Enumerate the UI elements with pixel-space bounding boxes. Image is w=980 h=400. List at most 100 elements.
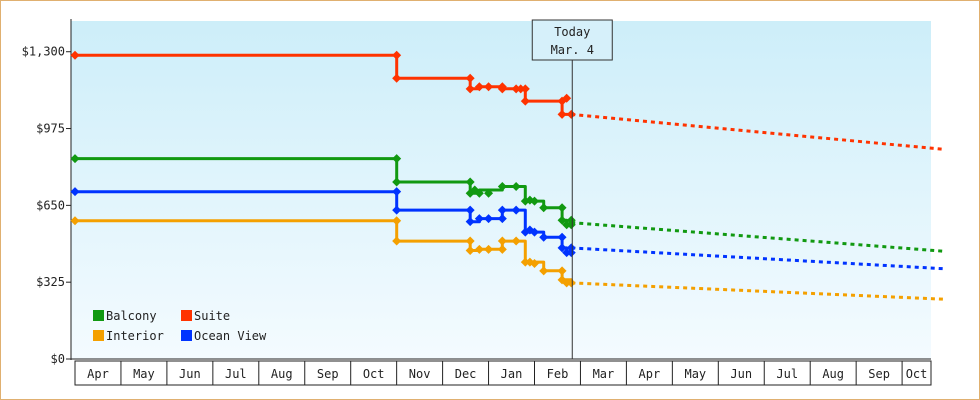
x-tick-label: Aug (271, 367, 293, 381)
data-point-ocean-view (557, 232, 567, 242)
legend-swatch-interior (93, 330, 104, 341)
y-tick-label: $975 (36, 122, 65, 136)
x-tick-label: Sep (868, 367, 890, 381)
x-tick-label: May (684, 367, 706, 381)
x-tick-label: Apr (87, 367, 109, 381)
data-point-interior (530, 259, 539, 269)
data-point-suite (70, 50, 80, 60)
x-tick-label: May (133, 367, 155, 381)
x-tick-label: Aug (822, 367, 844, 381)
data-point-interior (511, 236, 521, 246)
data-point-interior (484, 244, 494, 254)
data-point-balcony (557, 203, 567, 213)
data-point-balcony (392, 154, 402, 164)
data-point-ocean-view (465, 205, 475, 215)
legend-label-ocean-view: Ocean View (194, 329, 267, 343)
data-point-suite (566, 109, 576, 119)
data-point-interior (562, 278, 572, 288)
legend-label-interior: Interior (106, 329, 164, 343)
data-point-balcony (497, 181, 507, 191)
data-point-interior (70, 216, 80, 226)
legend-swatch-balcony (93, 310, 104, 321)
data-point-balcony (392, 177, 402, 187)
data-point-ocean-view (465, 217, 475, 227)
data-point-suite (474, 82, 484, 92)
x-axis-band (74, 360, 932, 386)
legend-swatch-suite (181, 310, 192, 321)
data-point-suite (392, 50, 402, 60)
data-point-interior (520, 257, 530, 267)
data-point-ocean-view (557, 243, 567, 253)
data-point-suite (511, 84, 521, 94)
x-tick-label: Jan (501, 367, 523, 381)
data-point-interior (539, 266, 549, 276)
today-label: Today (554, 25, 590, 39)
x-tick-label: Oct (906, 367, 928, 381)
data-point-suite (484, 82, 494, 92)
data-point-ocean-view (497, 205, 507, 215)
data-point-balcony (539, 203, 549, 213)
legend-label-suite: Suite (194, 309, 230, 323)
x-tick-label: Sep (317, 367, 339, 381)
data-point-suite (465, 84, 475, 94)
data-point-balcony (511, 181, 521, 191)
data-point-ocean-view (562, 248, 572, 258)
x-tick-label: Apr (639, 367, 661, 381)
data-point-ocean-view (392, 205, 402, 215)
forecast-line-balcony (571, 221, 944, 253)
data-point-interior (465, 246, 475, 256)
forecast-line-ocean-view (571, 246, 944, 271)
x-tick-label: Oct (363, 367, 385, 381)
x-tick-label: Jul (225, 367, 247, 381)
data-point-balcony (465, 177, 475, 187)
today-box (531, 19, 613, 61)
data-point-ocean-view (566, 243, 576, 253)
data-point-balcony (70, 154, 80, 164)
data-point-ocean-view (566, 248, 576, 258)
x-tick-label: Dec (455, 367, 477, 381)
data-point-balcony (562, 220, 572, 230)
data-point-balcony (566, 220, 576, 230)
data-point-interior (497, 244, 507, 254)
data-point-interior (392, 216, 402, 226)
forecast-line-suite (571, 112, 944, 151)
data-point-balcony (474, 188, 484, 198)
x-tick-label: Nov (409, 367, 431, 381)
x-tick-label: Jun (730, 367, 752, 381)
forecast-line-interior (571, 281, 944, 301)
data-point-interior (474, 244, 484, 254)
data-point-balcony (484, 188, 494, 198)
data-point-ocean-view (539, 232, 549, 242)
data-point-suite (392, 73, 402, 83)
data-point-interior (566, 278, 576, 288)
data-point-suite (516, 84, 526, 94)
data-point-interior (465, 236, 475, 246)
y-tick-label: $650 (36, 198, 65, 212)
data-point-interior (497, 236, 507, 246)
data-point-balcony (557, 215, 567, 225)
data-point-balcony (530, 196, 539, 206)
data-point-ocean-view (70, 187, 80, 197)
data-point-ocean-view (484, 214, 494, 224)
data-point-ocean-view (530, 227, 539, 237)
data-point-suite (465, 73, 475, 83)
x-tick-label: Mar (593, 367, 615, 381)
data-point-interior (392, 236, 402, 246)
data-point-suite (520, 96, 530, 106)
today-date-label: Mar. 4 (551, 43, 594, 57)
legend-label-balcony: Balcony (106, 309, 157, 323)
y-tick-label: $1,300 (22, 45, 65, 59)
data-point-interior (557, 266, 567, 276)
y-tick-label: $0 (51, 352, 65, 366)
data-point-ocean-view (497, 214, 507, 224)
data-point-suite (520, 84, 530, 94)
data-point-ocean-view (392, 187, 402, 197)
x-tick-label: Feb (547, 367, 569, 381)
y-tick-label: $325 (36, 275, 65, 289)
x-tick-label: Jul (776, 367, 798, 381)
legend-swatch-ocean-view (181, 330, 192, 341)
data-point-suite (497, 84, 507, 94)
data-point-suite (557, 109, 567, 119)
data-point-ocean-view (511, 205, 521, 215)
